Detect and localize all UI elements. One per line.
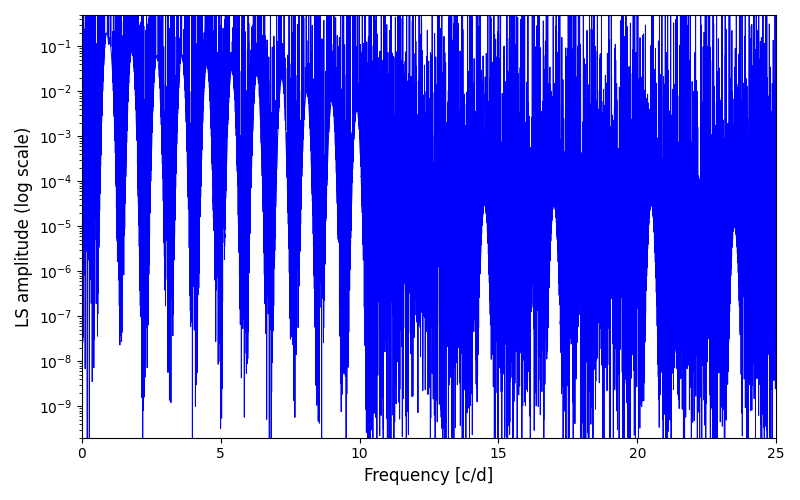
X-axis label: Frequency [c/d]: Frequency [c/d] [364, 467, 494, 485]
Y-axis label: LS amplitude (log scale): LS amplitude (log scale) [15, 126, 33, 326]
